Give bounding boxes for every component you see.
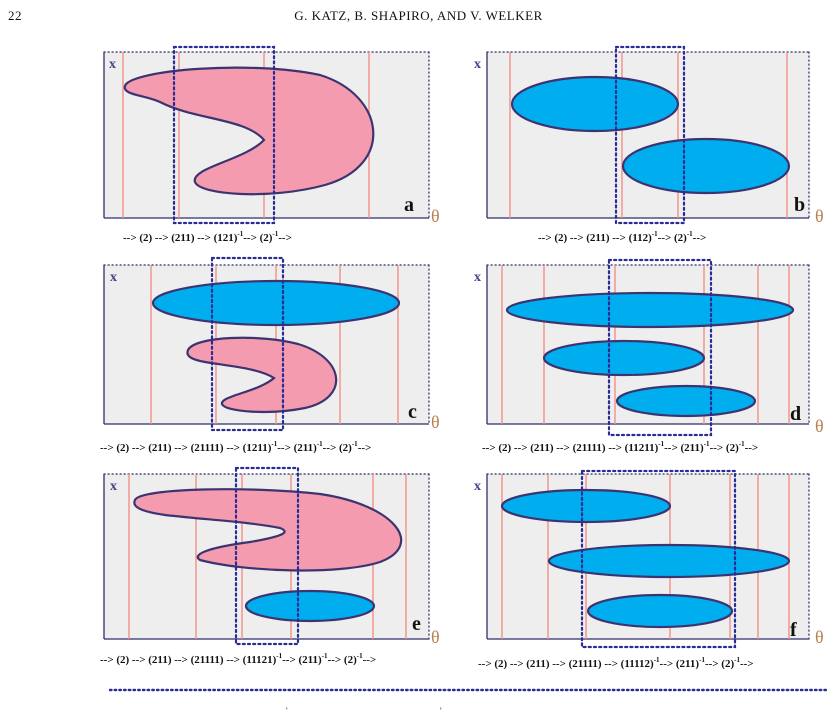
window-box bbox=[607, 258, 713, 437]
panel-e: x e θ --> (2) --> (211) --> (21111) --> … bbox=[100, 466, 440, 666]
page-number: 22 bbox=[8, 8, 22, 23]
exponent-text: -1 bbox=[739, 440, 745, 448]
window-box bbox=[234, 466, 300, 646]
axis-y-label: x bbox=[474, 57, 481, 72]
axis-y-label: x bbox=[110, 479, 117, 494]
sequence-text: --> (2) bbox=[323, 442, 353, 454]
blue-ellipse-shape bbox=[586, 593, 734, 629]
exponent-text: -1 bbox=[687, 230, 693, 238]
sequence-text: --> (2) bbox=[710, 442, 740, 454]
blue-ellipse-shape bbox=[547, 543, 791, 579]
sequence-text: --> bbox=[693, 232, 707, 244]
pink-crescent-shape bbox=[123, 66, 375, 196]
cut-off-fragment: ' bbox=[286, 706, 288, 716]
transition-sequence: --> (2) --> (211) --> (21111) --> (11121… bbox=[100, 652, 376, 666]
panel-a: x a θ --> (2) --> (211) --> (121)-1--> (… bbox=[103, 45, 440, 244]
exponent-text: -1 bbox=[658, 440, 664, 448]
panel-label: a bbox=[404, 194, 414, 216]
panel-label: f bbox=[790, 619, 797, 641]
window-box bbox=[210, 256, 285, 432]
sequence-text: --> (2) --> (211) --> (112) bbox=[538, 232, 652, 244]
exponent-text: -1 bbox=[654, 656, 660, 664]
exponent-text: -1 bbox=[699, 656, 705, 664]
axis-y-label: x bbox=[474, 479, 481, 494]
blue-ellipse-shape bbox=[244, 589, 376, 623]
sequence-text: --> (2) --> (211) --> (21111) --> (11211… bbox=[482, 442, 659, 454]
blue-ellipse-shape bbox=[542, 339, 706, 377]
axis-y-label: x bbox=[474, 270, 481, 285]
sequence-text: --> (2) bbox=[243, 232, 273, 244]
panel-f: x f θ --> (2) --> (211) --> (21111) --> … bbox=[474, 469, 824, 670]
sequence-text: --> (211) bbox=[664, 442, 704, 454]
window-box bbox=[614, 45, 686, 225]
sequence-text: --> (211) bbox=[277, 442, 317, 454]
sequence-text: --> (211) bbox=[282, 654, 322, 666]
sequence-text: --> bbox=[278, 232, 292, 244]
transition-sequence: --> (2) --> (211) --> (121)-1--> (2)-1--… bbox=[123, 230, 292, 244]
axis-x-label: θ bbox=[431, 412, 440, 432]
cut-off-fragment: ' bbox=[440, 706, 442, 716]
sequence-text: --> (2) --> (211) --> (21111) --> (11121… bbox=[100, 654, 277, 666]
panel-label: c bbox=[408, 401, 417, 423]
exponent-text: -1 bbox=[357, 652, 363, 660]
blue-ellipse-shape bbox=[615, 384, 757, 418]
exponent-text: -1 bbox=[352, 440, 358, 448]
panel-label: e bbox=[412, 613, 421, 635]
panel-c: x c θ --> (2) --> (211) --> (21111) --> … bbox=[100, 256, 440, 454]
exponent-text: -1 bbox=[271, 440, 277, 448]
panel-b: x b θ --> (2) --> (211) --> (112)-1--> (… bbox=[474, 45, 824, 244]
running-title: G. KATZ, B. SHAPIRO, AND V. WELKER bbox=[294, 8, 543, 23]
sequence-text: --> (2) bbox=[658, 232, 688, 244]
exponent-text: -1 bbox=[734, 656, 740, 664]
axis-x-label: θ bbox=[815, 627, 824, 647]
window-box bbox=[580, 469, 737, 649]
exponent-text: -1 bbox=[652, 230, 658, 238]
sequence-text: --> (2) --> (211) --> (21111) --> (1211) bbox=[100, 442, 272, 454]
exponent-text: -1 bbox=[704, 440, 710, 448]
sequence-text: --> (2) --> (211) --> (21111) --> (11112… bbox=[478, 658, 654, 670]
panel-label: d bbox=[790, 403, 801, 425]
pink-crescent-shape bbox=[133, 488, 403, 572]
axis-y-label: x bbox=[109, 57, 116, 72]
axis-y-label: x bbox=[110, 270, 117, 285]
exponent-text: -1 bbox=[317, 440, 323, 448]
sequence-text: --> bbox=[358, 442, 372, 454]
sequence-text: --> (211) bbox=[660, 658, 700, 670]
transition-sequence: --> (2) --> (211) --> (21111) --> (11211… bbox=[482, 440, 758, 454]
sequence-text: --> (2) bbox=[705, 658, 735, 670]
axis-x-label: θ bbox=[815, 206, 824, 226]
transition-sequence: --> (2) --> (211) --> (112)-1--> (2)-1--… bbox=[538, 230, 706, 244]
window-box bbox=[172, 45, 276, 225]
exponent-text: -1 bbox=[237, 230, 243, 238]
blue-ellipse-shape bbox=[505, 291, 795, 329]
axis-x-label: θ bbox=[431, 206, 440, 226]
sequence-text: --> bbox=[745, 442, 759, 454]
panel-label: b bbox=[794, 194, 805, 216]
blue-ellipse-shape bbox=[510, 75, 680, 133]
sequence-text: --> (2) bbox=[328, 654, 358, 666]
panel-d: x d θ --> (2) --> (211) --> (21111) --> … bbox=[474, 258, 824, 454]
axis-x-label: θ bbox=[815, 416, 824, 436]
sequence-text: --> bbox=[363, 654, 377, 666]
transition-sequence: --> (2) --> (211) --> (21111) --> (1211)… bbox=[100, 440, 371, 454]
blue-ellipse-shape bbox=[151, 279, 401, 327]
sequence-text: --> (2) --> (211) --> (121) bbox=[123, 232, 238, 244]
exponent-text: -1 bbox=[272, 230, 278, 238]
transition-sequence: --> (2) --> (211) --> (21111) --> (11112… bbox=[478, 656, 754, 670]
blue-ellipse-shape bbox=[500, 488, 672, 524]
exponent-text: -1 bbox=[322, 652, 328, 660]
exponent-text: -1 bbox=[276, 652, 282, 660]
blue-ellipse-shape bbox=[621, 137, 791, 195]
axis-x-label: θ bbox=[431, 627, 440, 647]
sequence-text: --> bbox=[740, 658, 754, 670]
